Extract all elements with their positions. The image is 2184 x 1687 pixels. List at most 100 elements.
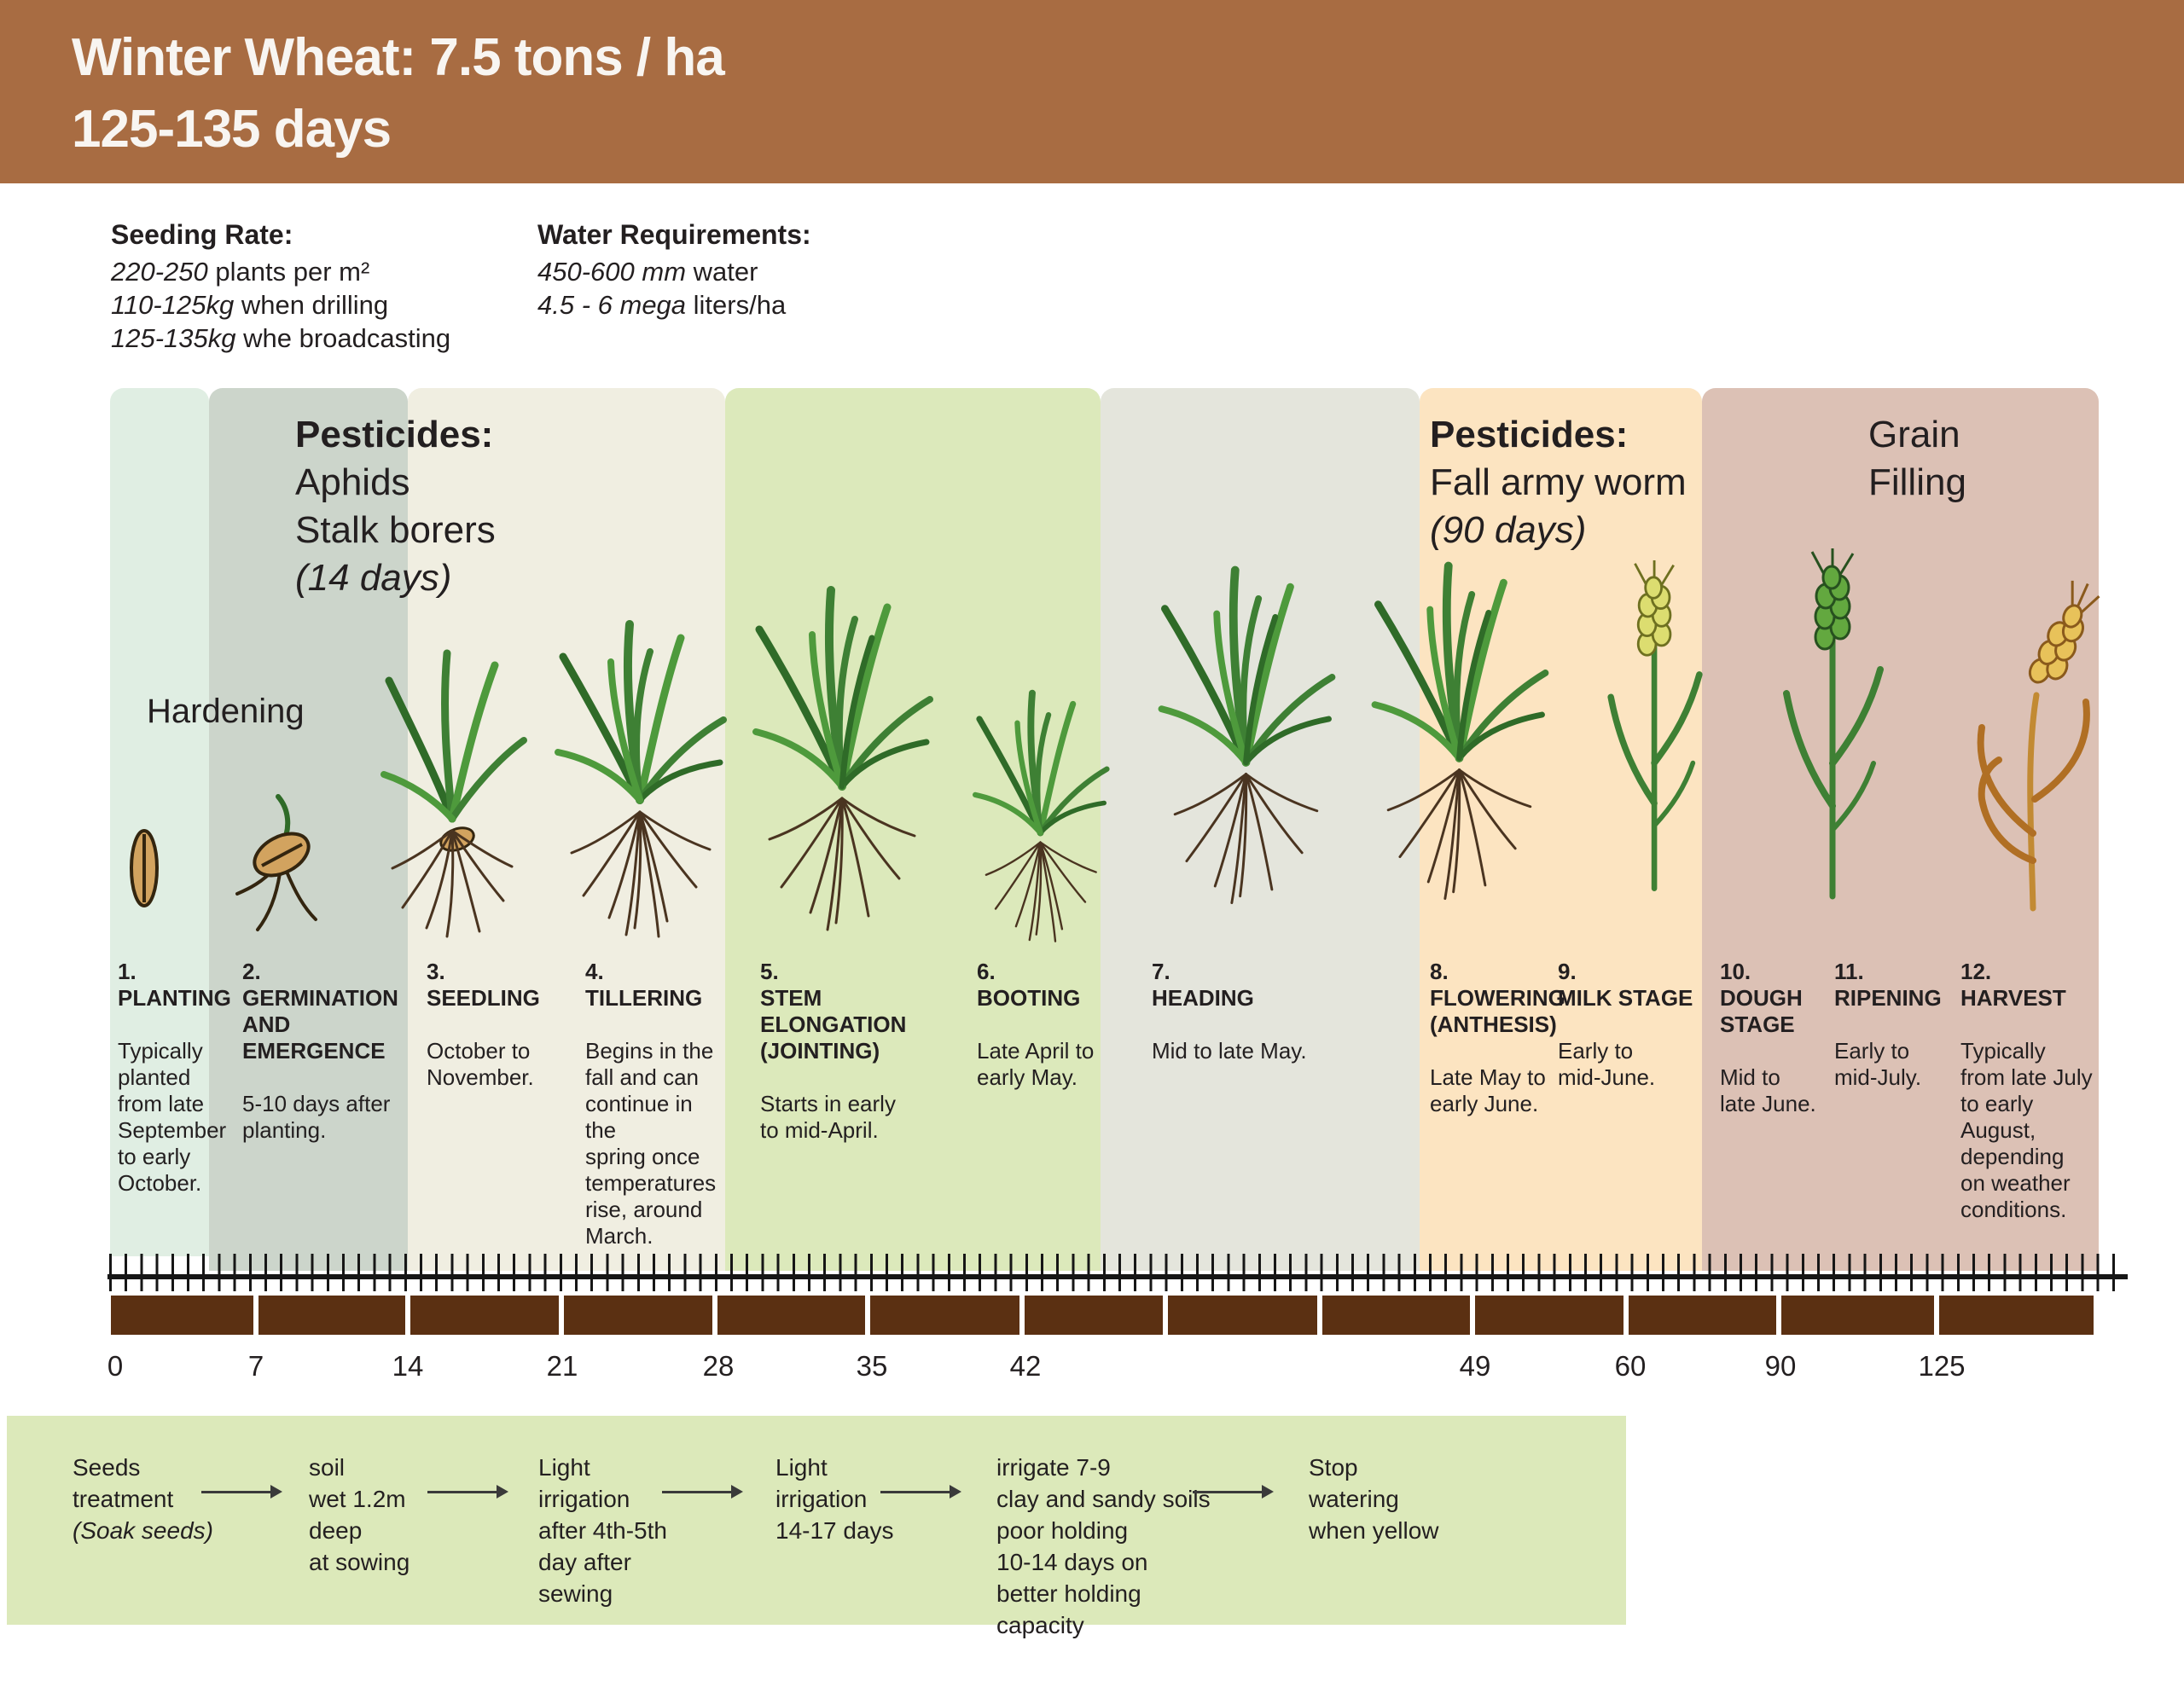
stage-name: RIPENING [1834,985,1942,1011]
timeline-ruler-line [107,1274,2128,1279]
timeline-segment [1629,1296,1776,1335]
stage-name: MILK STAGE [1558,985,1693,1011]
timeline-segment [1322,1296,1470,1335]
stage-column-dough-stage: 10. DOUGH STAGE Mid to late June. [1720,959,1822,1117]
stage-number: 6. [977,959,996,984]
germination-illustration [232,793,334,938]
stage-number: 11. [1834,959,1864,984]
stage-number: 12. [1960,959,1992,984]
day-label: 35 [856,1350,888,1382]
day-label: 60 [1614,1350,1647,1382]
header-bar [0,0,2184,183]
flow-arrow-icon [880,1485,961,1499]
stage-name: DOUGH STAGE [1720,985,1803,1037]
pesticides-early-note: Pesticides: Aphids Stalk borers (14 days… [295,411,496,602]
stage-description: 5-10 days after planting. [242,1091,391,1143]
stage-description: Begins in the fall and can continue in t… [585,1038,717,1249]
stage-description: Mid to late June. [1720,1064,1816,1116]
stage-column-milk-stage: 9. MILK STAGE Early to mid-June. [1558,959,1694,1091]
day-label: 0 [107,1350,124,1382]
harvest-illustration [1907,539,2120,927]
stage-number: 9. [1558,959,1577,984]
stage-description: Late April to early May. [977,1038,1095,1090]
stage-description: Early to mid-June. [1558,1038,1656,1090]
irrigation-flow-box: Seeds treatment (Soak seeds) soil wet 1.… [7,1416,1626,1638]
irrigation-step-light-irrigation-2: Light irrigation 14-17 days [775,1454,894,1544]
stage-description: Starts in early to mid-April. [760,1091,896,1143]
dough-ripening-illustration [1759,530,1908,925]
stage-column-harvest: 12. HARVEST Typically from late July to … [1960,959,2101,1223]
stage-number: 4. [585,959,604,984]
stage-column-seedling: 3. SEEDLING October to November. [427,959,576,1091]
irrigation-step-soil-wet: soil wet 1.2m deep at sowing [309,1454,410,1575]
pesticides-late-heading: Pesticides: [1430,414,1629,455]
pesticides-late-duration: (90 days) [1430,509,1587,551]
stage-number: 1. [118,959,136,984]
day-label: 125 [1918,1350,1966,1382]
tillering-illustration [537,611,742,943]
stage-description: October to November. [427,1038,534,1090]
stage-column-germination: 2. GERMINATION AND EMERGENCE 5-10 days a… [242,959,401,1144]
day-label: 90 [1764,1350,1797,1382]
pesticides-early-duration: (14 days) [295,557,452,599]
stage-description: Late May to early June. [1430,1064,1546,1116]
pesticides-late-note: Pesticides: Fall army worm (90 days) [1430,411,1687,554]
heading-illustration [1141,536,1350,943]
stage-description: Typically from late July to early August… [1960,1038,2093,1222]
flow-arrow-icon [201,1485,282,1499]
stage-name: SEEDLING [427,985,540,1011]
title-line-1: Winter Wheat: 7.5 tons / ha [72,28,725,87]
seeding-line: 125-135kg whe broadcasting [111,323,451,353]
stage-column-flowering: 8. FLOWERING (ANTHESIS) Late May to earl… [1430,959,1571,1117]
pesticides-early-pests: Aphids Stalk borers [295,461,496,551]
grain-filling-label: Grain Filling [1868,414,1966,503]
timeline-ruler-ticks [109,1254,2128,1291]
stage-number: 8. [1430,959,1449,984]
seeding-rate-heading: Seeding Rate: [111,219,293,250]
milk-stage-illustration [1585,559,1726,900]
stage-name: STEM ELONGATION (JOINTING) [760,985,907,1064]
timeline-segment [1475,1296,1623,1335]
stage-column-planting: 1. PLANTING Typically planted from late … [118,959,231,1197]
timeline-segment [1781,1296,1934,1335]
irrigation-step-seeds-treatment: Seeds treatment (Soak seeds) [73,1452,213,1546]
stage-column-tillering: 4. TILLERING Begins in the fall and can … [585,959,722,1249]
flow-arrow-icon [662,1485,743,1499]
day-label: 49 [1459,1350,1491,1382]
timeline-segment [111,1296,253,1335]
flow-arrow-icon [1193,1485,1274,1499]
seed-illustration [126,826,162,911]
timeline-segment [564,1296,712,1335]
timeline-segment [1939,1296,2094,1335]
stage-name: BOOTING [977,985,1081,1011]
page-title: Winter Wheat: 7.5 tons / ha 125-135 days [72,22,725,165]
day-label: 28 [702,1350,735,1382]
pesticides-early-heading: Pesticides: [295,414,494,455]
timeline-segment [258,1296,405,1335]
stage-number: 3. [427,959,445,984]
hardening-label: Hardening [147,693,305,730]
stage-column-ripening: 11. RIPENING Early to mid-July. [1834,959,1949,1091]
stage-column-heading: 7. HEADING Mid to late May. [1152,959,1348,1064]
water-requirements-block: Water Requirements: 450-600 mm water 4.5… [537,218,811,322]
flowering-illustration [1355,527,1564,943]
stage-column-stem-elongation: 5. STEM ELONGATION (JOINTING) Starts in … [760,959,931,1144]
water-requirements-heading: Water Requirements: [537,219,811,250]
water-line: 450-600 mm water [537,257,758,287]
stage-name: TILLERING [585,985,703,1011]
booting-illustration [957,682,1124,947]
timeline-segment [1168,1296,1317,1335]
stage-number: 5. [760,959,779,984]
stage-number: 10. [1720,959,1751,984]
stage-name: FLOWERING (ANTHESIS) [1430,985,1565,1037]
timeline-segment [410,1296,559,1335]
seeding-rate-block: Seeding Rate: 220-250 plants per m² 110-… [111,218,450,355]
stage-description: Early to mid-July. [1834,1038,1922,1090]
irrigation-step-stop-watering: Stop watering when yellow [1309,1454,1439,1544]
day-label: 7 [247,1350,264,1382]
stem-elongation-illustration [735,582,949,944]
stage-number: 2. [242,959,261,984]
day-label: 21 [546,1350,578,1382]
stage-description: Typically planted from late September to… [118,1038,227,1196]
